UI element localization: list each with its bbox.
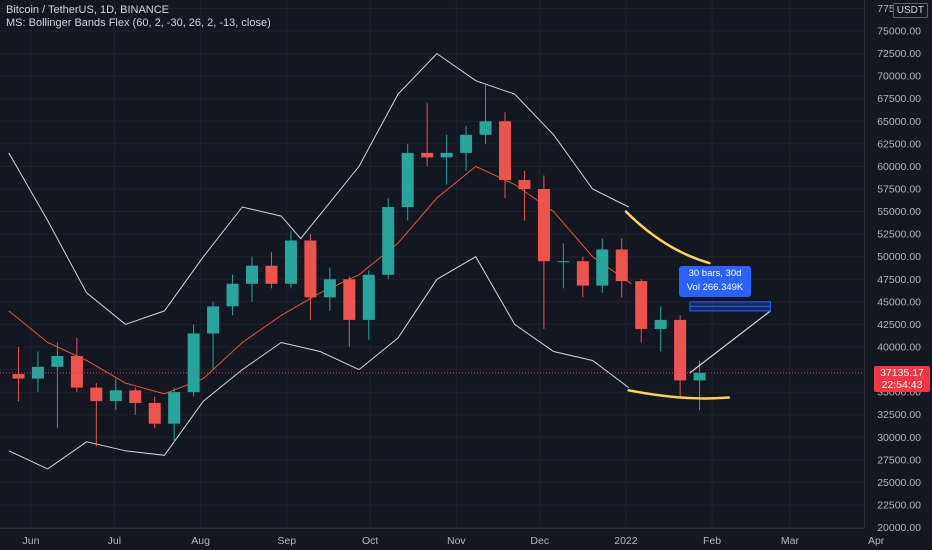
price-tick-label: 72500.00: [877, 48, 921, 60]
candle: [109, 390, 122, 402]
measure-bars: 30 bars, 30d: [688, 268, 742, 279]
time-tick-label: Nov: [447, 535, 466, 547]
indicator-legend[interactable]: MS: Bollinger Bands Flex (60, 2, -30, 26…: [6, 17, 271, 29]
bar-countdown: 22:54:43: [881, 379, 923, 391]
candle: [70, 356, 83, 388]
candle: [284, 240, 297, 284]
price-tick-label: 22500.00: [877, 499, 921, 511]
price-tick-label: 62500.00: [877, 138, 921, 150]
candle: [401, 152, 414, 208]
drawings: [0, 210, 864, 400]
candle: [557, 261, 570, 263]
price-tick-label: 57500.00: [877, 183, 921, 195]
candle: [635, 281, 648, 329]
symbol-legend[interactable]: Bitcoin / TetherUS, 1D, BINANCE: [6, 4, 170, 16]
candle: [12, 374, 25, 379]
time-tick-label: Mar: [781, 535, 800, 547]
candle: [674, 319, 687, 381]
upper-band-line: [8, 52, 629, 325]
price-tick-label: 40000.00: [877, 341, 921, 353]
candle: [31, 366, 44, 379]
price-tick-label: 27500.00: [877, 454, 921, 466]
price-tick-label: 45000.00: [877, 296, 921, 308]
candle: [537, 188, 550, 262]
time-tick-label: Apr: [868, 535, 885, 547]
time-tick-label: 2022: [614, 535, 638, 547]
time-tick-label: Jul: [108, 535, 121, 547]
time-tick-label: Sep: [277, 535, 296, 547]
lower-band-line: [8, 256, 630, 470]
candle: [343, 279, 356, 320]
price-tick-label: 55000.00: [877, 206, 921, 218]
time-tick-label: Aug: [191, 535, 210, 547]
candle: [421, 152, 434, 158]
price-tick-label: 30000.00: [877, 432, 921, 444]
candle: [168, 392, 181, 424]
last-price-tag: 37135.17 22:54:43: [874, 366, 930, 392]
price-tick-label: 42500.00: [877, 319, 921, 331]
price-tick-label: 32500.00: [877, 409, 921, 421]
time-tick-label: Oct: [362, 535, 378, 547]
candle: [90, 387, 103, 402]
candle: [498, 121, 511, 180]
time-tick-label: Jun: [23, 535, 40, 547]
candle: [615, 249, 628, 282]
price-tick-label: 70000.00: [877, 71, 921, 83]
candle: [246, 265, 259, 284]
candle: [440, 152, 453, 158]
last-price-value: 37135.17: [880, 367, 924, 379]
measure-volume: Vol 266.349K: [686, 282, 744, 293]
time-tick-label: Feb: [703, 535, 721, 547]
candle: [479, 121, 492, 135]
price-tick-label: 75000.00: [877, 26, 921, 38]
price-tick-label: 52500.00: [877, 229, 921, 241]
candle: [654, 319, 667, 329]
candle: [187, 333, 200, 393]
candle: [304, 240, 317, 298]
price-tick-label: 67500.00: [877, 93, 921, 105]
candle: [148, 402, 161, 424]
measure-tooltip: 30 bars, 30d Vol 266.349K: [679, 266, 751, 297]
price-tick-label: 47500.00: [877, 274, 921, 286]
grid: [0, 0, 877, 529]
basis-line: [8, 165, 632, 395]
price-tick-label: 25000.00: [877, 477, 921, 489]
price-axis-panel: [864, 0, 932, 550]
candles: [12, 85, 706, 447]
price-tick-label: 60000.00: [877, 161, 921, 173]
candle: [129, 390, 142, 403]
time-tick-label: Dec: [530, 535, 549, 547]
candle: [382, 207, 395, 275]
candle: [460, 134, 473, 153]
candle: [596, 249, 609, 286]
candle: [576, 261, 589, 286]
candle: [362, 274, 375, 320]
price-tick-label: 50000.00: [877, 251, 921, 263]
curve-drawing: [627, 389, 731, 400]
candle: [226, 283, 239, 307]
candle: [207, 306, 220, 334]
currency-button[interactable]: USDT: [892, 3, 928, 18]
candle: [323, 279, 336, 298]
curve-drawing: [624, 210, 711, 265]
candle: [518, 179, 531, 189]
bollinger-bands: [8, 52, 632, 470]
price-tick-label: 20000.00: [877, 522, 921, 534]
price-tick-label: 65000.00: [877, 116, 921, 128]
candle: [51, 356, 64, 367]
candle: [693, 372, 706, 381]
trend-line: [689, 310, 771, 374]
candle: [265, 265, 278, 284]
